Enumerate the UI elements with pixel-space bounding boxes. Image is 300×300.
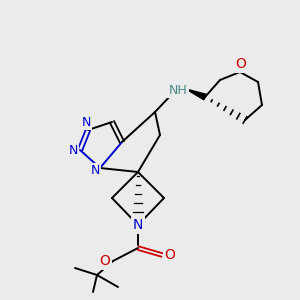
Text: N: N [133,218,143,232]
Text: O: O [165,248,176,262]
Text: O: O [100,254,110,268]
Text: N: N [90,164,100,178]
Text: N: N [68,143,78,157]
Text: NH: NH [169,83,188,97]
Text: O: O [236,57,246,71]
Polygon shape [186,89,206,100]
Text: N: N [81,116,91,128]
